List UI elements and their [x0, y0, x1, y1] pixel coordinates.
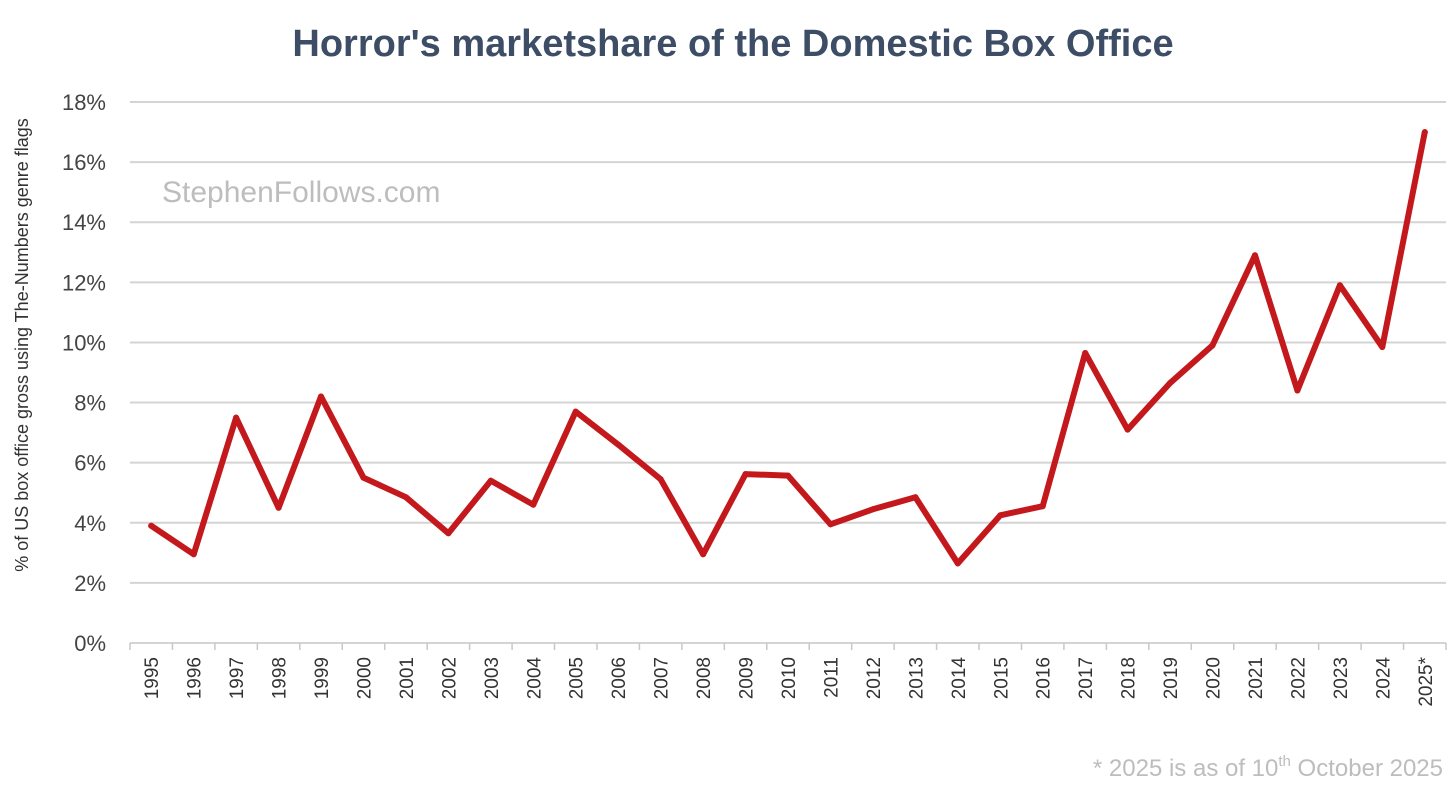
y-tick-label: 10% — [62, 330, 106, 355]
data-point — [190, 551, 197, 558]
data-point — [233, 414, 240, 421]
data-point — [1167, 380, 1174, 386]
data-point — [1294, 387, 1301, 394]
footnote-superscript: th — [1278, 753, 1291, 770]
data-point — [487, 477, 494, 484]
footnote-prefix: * 2025 is as of 10 — [1093, 755, 1278, 782]
data-point — [402, 494, 409, 501]
data-point — [530, 501, 537, 508]
x-tick-label: 2009 — [737, 657, 758, 699]
data-point — [869, 506, 876, 513]
x-tick-label: 1995 — [142, 657, 163, 699]
y-tick-label: 18% — [62, 90, 106, 115]
x-tick-label: 2021 — [1246, 657, 1267, 699]
data-point — [360, 474, 367, 481]
y-tick-label: 14% — [62, 210, 106, 235]
data-point — [742, 471, 749, 478]
y-axis-label: % of US box office gross using The-Numbe… — [12, 118, 32, 572]
data-point — [954, 560, 961, 567]
x-tick-label: 2013 — [906, 657, 927, 699]
data-point — [785, 472, 791, 479]
x-tick-label: 2004 — [524, 657, 545, 700]
data-point — [1209, 342, 1216, 349]
data-point — [1421, 129, 1428, 136]
data-point — [572, 408, 579, 415]
data-point — [700, 551, 707, 558]
x-axis-ticks: 1995 1996 1997 1998 1999 2000 2001 2002 2003 2004… — [129, 643, 1447, 707]
x-tick-label: 2005 — [567, 657, 588, 699]
data-point — [615, 441, 622, 448]
data-point — [1124, 426, 1131, 433]
x-tick-label: 2016 — [1034, 657, 1055, 699]
x-tick-label: 2007 — [652, 657, 673, 699]
x-tick-label: 1999 — [312, 657, 333, 699]
data-point — [1379, 344, 1386, 350]
data-point — [657, 476, 664, 483]
y-tick-label: 8% — [74, 391, 106, 416]
y-tick-label: 0% — [74, 631, 106, 656]
x-tick-label: 2001 — [397, 657, 418, 699]
x-tick-label: 1996 — [185, 657, 206, 699]
y-tick-label: 2% — [74, 571, 106, 596]
x-tick-label: 2024 — [1373, 657, 1394, 700]
data-point — [997, 512, 1004, 519]
x-tick-label: 2011 — [821, 657, 842, 698]
x-tick-label: 2015 — [991, 657, 1012, 699]
x-tick-label: 2020 — [1204, 657, 1225, 699]
footnote: * 2025 is as of 10th October 2025 — [1093, 753, 1443, 782]
x-tick-label: 2022 — [1288, 657, 1309, 699]
gridlines — [130, 101, 1446, 644]
x-tick-label: 1997 — [227, 657, 248, 699]
x-tick-label: 2014 — [949, 657, 970, 700]
data-point — [912, 494, 919, 501]
data-point — [1039, 503, 1046, 510]
x-tick-label: 2023 — [1331, 657, 1352, 699]
data-point — [1082, 350, 1089, 356]
x-tick-label: 2019 — [1161, 657, 1182, 699]
watermark: StephenFollows.com — [162, 176, 440, 209]
data-point — [445, 530, 452, 537]
data-point — [318, 393, 324, 400]
x-tick-label: 2000 — [354, 657, 375, 699]
y-tick-label: 6% — [74, 451, 106, 476]
data-point — [275, 504, 282, 511]
data-point — [1336, 282, 1343, 289]
y-tick-label: 12% — [62, 270, 106, 295]
x-tick-label: 2008 — [694, 657, 715, 699]
data-point — [1252, 252, 1258, 259]
x-tick-label: 2003 — [482, 657, 503, 699]
x-tick-label: 2018 — [1119, 657, 1140, 699]
x-tick-label: 2006 — [609, 657, 630, 699]
series-layer — [148, 129, 1428, 567]
x-tick-label: 1998 — [270, 657, 291, 699]
y-axis-ticks: 0% 2% 4% 6% 8% 10% 12% 14% 16% 18% — [62, 90, 106, 656]
x-tick-label: 2025* — [1416, 656, 1437, 706]
x-tick-label: 2010 — [779, 657, 800, 699]
data-point — [148, 522, 155, 529]
footnote-suffix: October 2025 — [1291, 755, 1443, 782]
data-point — [827, 521, 834, 528]
y-tick-label: 16% — [62, 150, 106, 175]
chart-title: Horror's marketshare of the Domestic Box… — [292, 23, 1173, 65]
x-tick-label: 2012 — [864, 657, 885, 699]
x-tick-label: 2002 — [439, 657, 460, 699]
x-tick-label: 2017 — [1076, 657, 1097, 699]
y-tick-label: 4% — [74, 511, 106, 536]
